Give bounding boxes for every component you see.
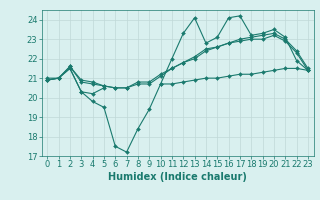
X-axis label: Humidex (Indice chaleur): Humidex (Indice chaleur) — [108, 172, 247, 182]
